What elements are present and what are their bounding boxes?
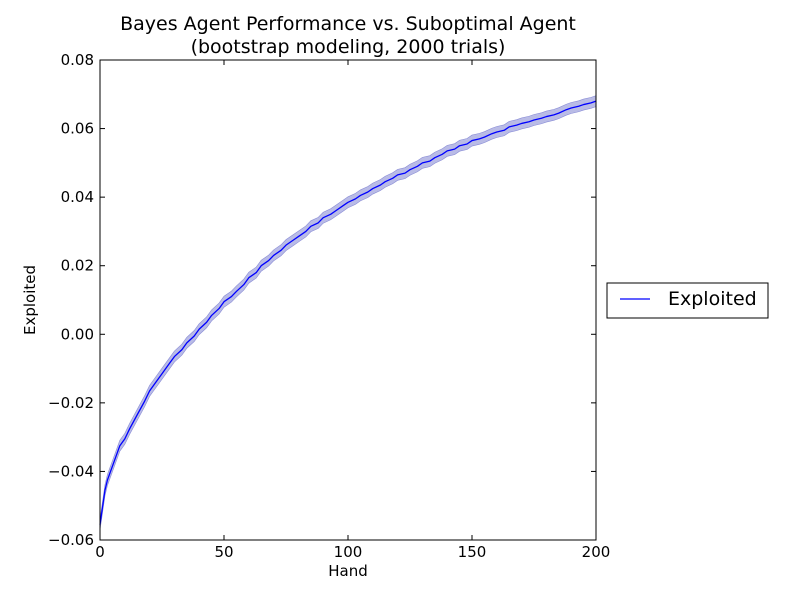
x-tick-label: 0 — [95, 543, 105, 561]
y-tick-label: 0.06 — [61, 120, 94, 138]
x-tick-label: 150 — [458, 543, 487, 561]
y-tick-label: −0.04 — [48, 462, 94, 480]
x-axis-label: Hand — [328, 562, 368, 580]
plot-area — [100, 60, 596, 540]
chart-title: Bayes Agent Performance vs. Suboptimal A… — [120, 13, 576, 35]
y-tick-label: 0.02 — [61, 257, 94, 275]
chart-subtitle: (bootstrap modeling, 2000 trials) — [191, 36, 506, 58]
series-line-exploited — [99, 100, 597, 525]
tick-layer: 0 50 100 150 200 −0.06 −0.04 −0.02 0.00 0.02 0.04 0… — [48, 51, 610, 561]
x-tick-label: 50 — [214, 543, 233, 561]
y-tick-label: 0.04 — [61, 188, 94, 206]
legend: Exploited — [606, 282, 769, 319]
plot-frame — [99, 59, 597, 541]
y-tick-label: −0.06 — [48, 531, 94, 549]
y-axis-label: Exploited — [21, 265, 39, 335]
legend-label-exploited: Exploited — [668, 288, 757, 310]
y-tick-label: 0.08 — [61, 51, 94, 69]
x-tick-label: 200 — [582, 543, 611, 561]
y-tick-label: −0.02 — [48, 394, 94, 412]
legend-box — [606, 282, 769, 319]
x-tick-label: 100 — [334, 543, 363, 561]
y-tick-label: 0.00 — [61, 325, 94, 343]
series-line-layer — [99, 100, 597, 525]
